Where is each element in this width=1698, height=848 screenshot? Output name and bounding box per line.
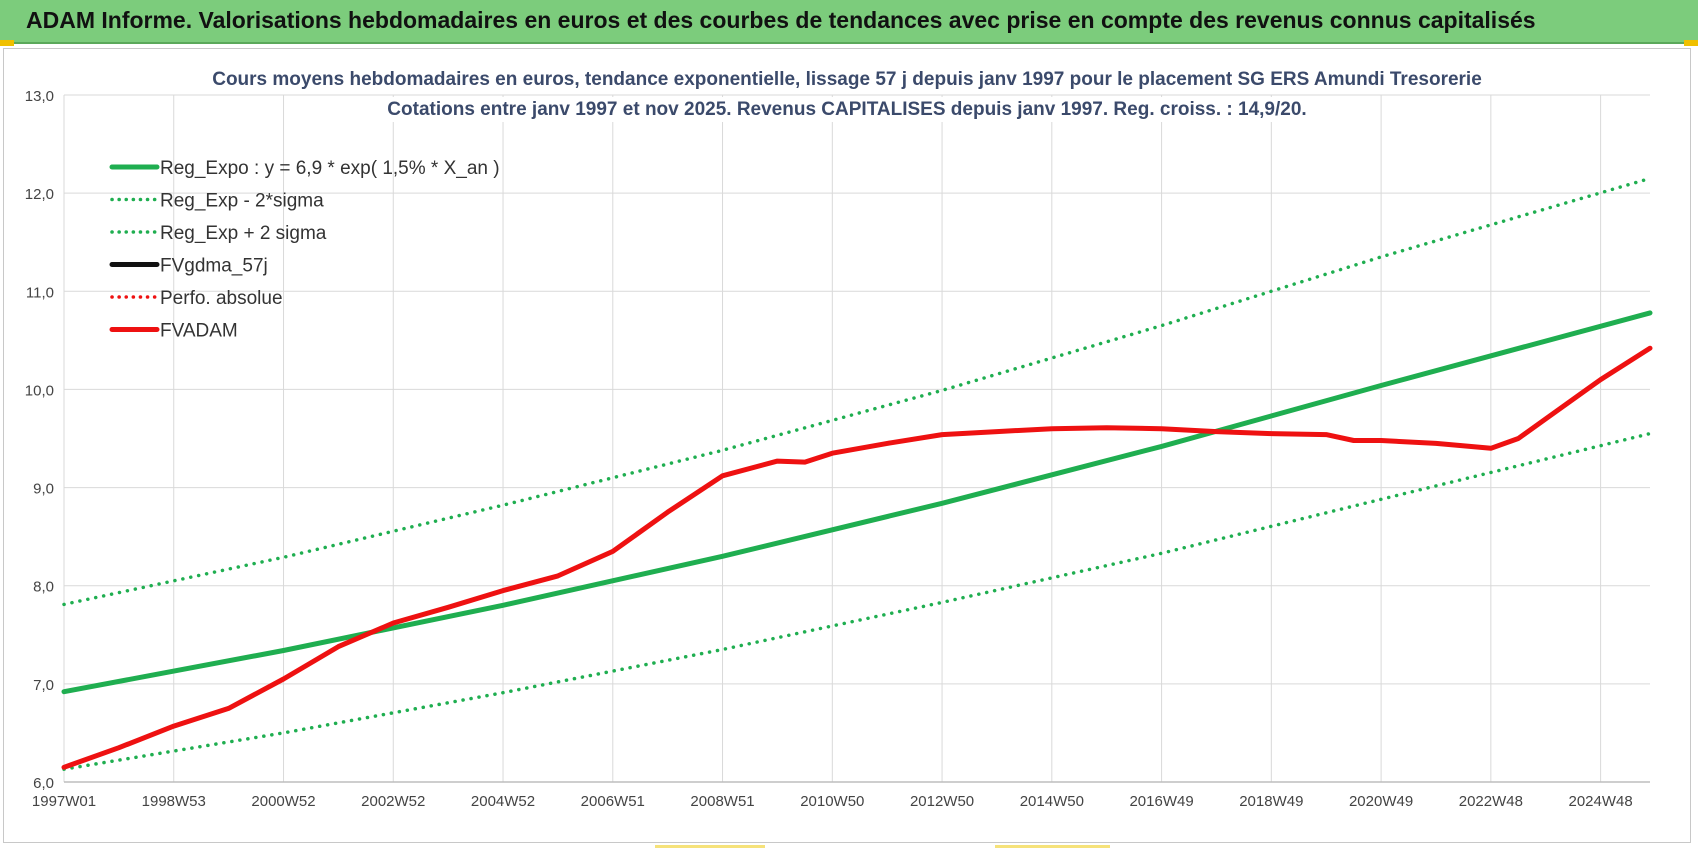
legend-entry-label: Reg_Exp + 2 sigma	[160, 223, 327, 244]
banner-title: ADAM Informe. Valorisations hebdomadaire…	[26, 7, 1536, 33]
chart: 6,0 7,0 8,0 9,0 10,0 11,0 12,0 13,0 1997W01 1998W…	[25, 67, 1653, 810]
y-tick-label: 8,0	[33, 579, 54, 596]
legend-entry-label: Perfo. absolue	[160, 288, 283, 309]
x-tick-label: 2022W48	[1459, 793, 1523, 810]
title-background	[206, 67, 1488, 92]
y-tick-label: 10,0	[25, 382, 54, 399]
grid-layer	[63, 94, 1650, 783]
x-tick-label: 2002W52	[361, 793, 425, 810]
x-tick-label: 2014W50	[1020, 793, 1084, 810]
corner-mark-right	[1684, 40, 1698, 46]
corner-mark-left	[0, 40, 14, 46]
title-background	[381, 97, 1313, 122]
series-line-5	[61, 345, 1653, 770]
x-tick-label: 2006W51	[581, 793, 645, 810]
x-tick-label: 1998W53	[142, 793, 206, 810]
banner: ADAM Informe. Valorisations hebdomadaire…	[0, 0, 1698, 44]
x-tick-label: 2010W50	[800, 793, 864, 810]
bottom-mark-1	[655, 845, 765, 848]
series-line-1	[62, 431, 1652, 771]
x-tick-label: 1997W01	[32, 793, 96, 810]
axis-layer: 6,0 7,0 8,0 9,0 10,0 11,0 12,0 13,0 1997W01 1998W…	[25, 88, 1650, 810]
legend: Reg_Expo : y = 6,9 * exp( 1,5% * X_an ) R…	[109, 158, 500, 342]
bottom-mark-2	[995, 845, 1110, 848]
x-tick-label: 2008W51	[690, 793, 754, 810]
x-tick-label: 2000W52	[251, 793, 315, 810]
x-tick-label: 2004W52	[471, 793, 535, 810]
y-tick-label: 7,0	[33, 677, 54, 694]
legend-entry-label: Reg_Exp - 2*sigma	[160, 191, 324, 212]
y-tick-label: 6,0	[33, 775, 54, 792]
chart-subtitle: Cotations entre janv 1997 et nov 2025. R…	[387, 99, 1306, 120]
x-tick-label: 2020W49	[1349, 793, 1413, 810]
chart-title: Cours moyens hebdomadaires en euros, ten…	[212, 69, 1482, 90]
series-line-3	[62, 346, 1652, 770]
y-tick-label: 13,0	[25, 88, 54, 105]
series-line-0	[61, 310, 1653, 695]
legend-entry-label: FVgdma_57j	[160, 256, 268, 277]
x-tick-label: 2016W49	[1129, 793, 1193, 810]
legend-entry-label: Reg_Expo : y = 6,9 * exp( 1,5% * X_an )	[160, 158, 500, 179]
y-tick-label: 9,0	[33, 481, 54, 498]
x-tick-label: 2024W48	[1568, 793, 1632, 810]
y-tick-label: 11,0	[26, 284, 54, 301]
x-tick-label: 2018W49	[1239, 793, 1303, 810]
legend-entry-label: FVADAM	[160, 321, 238, 342]
chart-frame: 6,0 7,0 8,0 9,0 10,0 11,0 12,0 13,0 1997W01 1998W…	[3, 48, 1691, 843]
y-tick-label: 12,0	[25, 186, 54, 203]
title-layer: Cours moyens hebdomadaires en euros, ten…	[206, 67, 1488, 122]
series-layer	[61, 176, 1653, 771]
x-tick-label: 2012W50	[910, 793, 974, 810]
